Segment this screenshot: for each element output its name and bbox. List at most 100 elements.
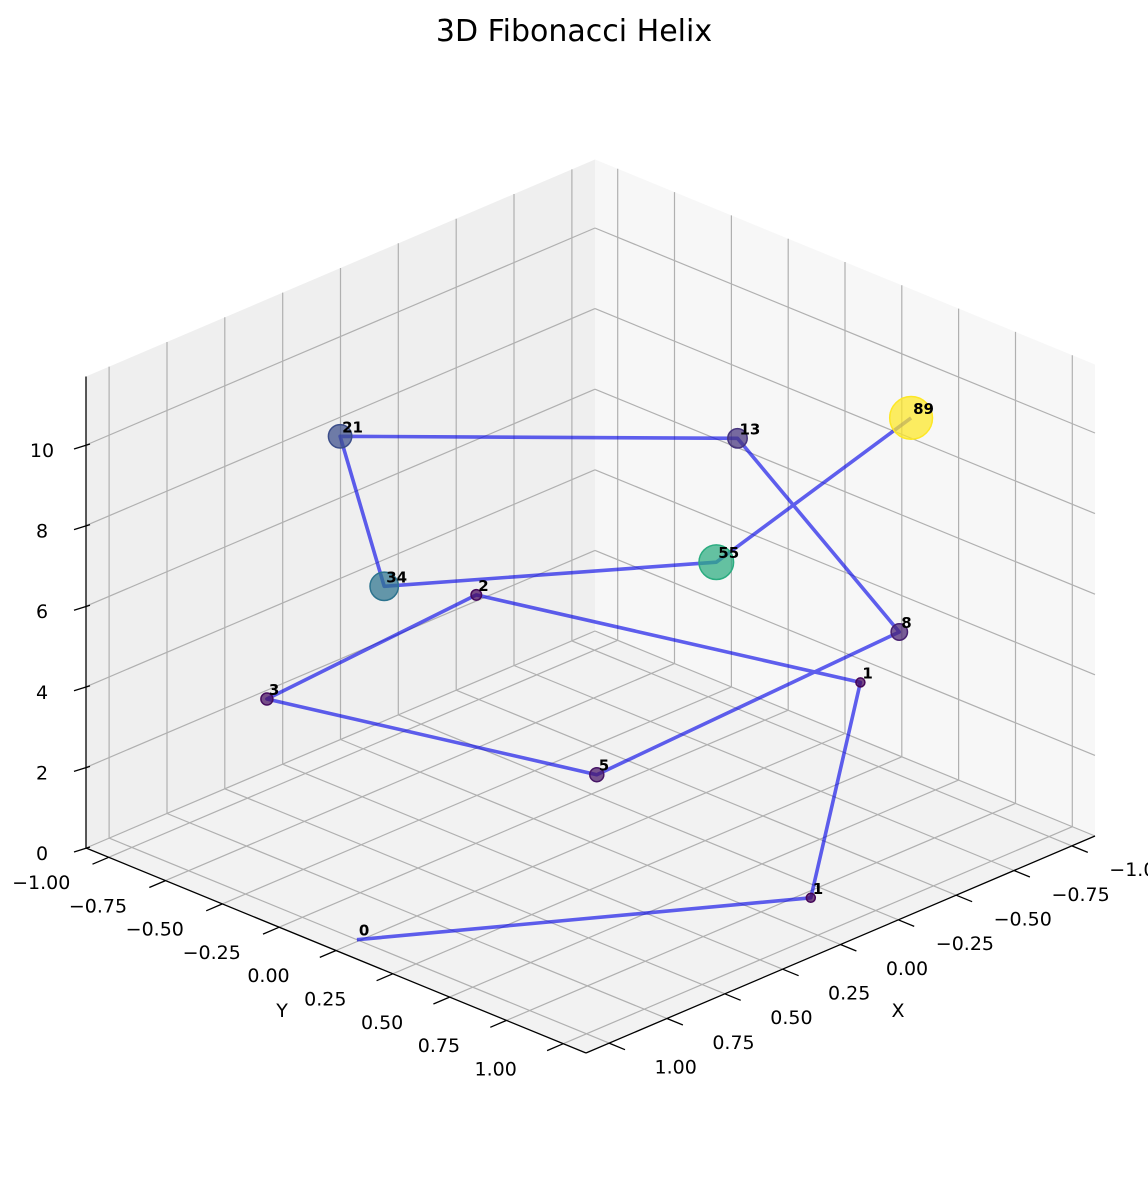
data-point <box>805 892 817 904</box>
z-tick-label: 2 <box>36 762 48 784</box>
z-tick <box>73 443 91 450</box>
data-label: 89 <box>913 400 934 418</box>
gridline-y-floor <box>335 732 846 952</box>
y-tick-label: 0.00 <box>247 965 289 987</box>
data-point <box>890 623 909 641</box>
y-tick <box>149 880 166 889</box>
y-axis-label: Y <box>275 1000 288 1022</box>
data-point <box>260 692 274 706</box>
gridline-x-floor <box>166 812 668 1020</box>
gridline-z-wall-y <box>85 549 596 768</box>
z-tick-label: 8 <box>36 521 48 543</box>
x-tick <box>782 968 799 977</box>
gridline-x-floor <box>282 763 783 970</box>
data-label: 0 <box>359 922 369 940</box>
x-tick-label: 0.25 <box>828 983 870 1005</box>
chart-title: 3D Fibonacci Helix <box>436 14 712 49</box>
data-label: 13 <box>740 420 761 438</box>
gridline-z-wall-y <box>85 469 596 688</box>
data-label: 3 <box>269 681 279 699</box>
z-tick <box>73 765 91 773</box>
y-tick-label: −0.50 <box>126 919 184 941</box>
y-tick <box>376 973 394 982</box>
data-label: 8 <box>901 614 911 632</box>
y-tick-label: −0.25 <box>183 942 241 964</box>
axes: −1.00−0.75−0.50−0.250.000.250.500.751.00… <box>12 376 1148 1080</box>
z-tick-label: 10 <box>30 440 54 462</box>
data-point <box>855 677 866 688</box>
x-tick <box>1013 869 1031 878</box>
x-tick-label: −0.25 <box>936 933 994 955</box>
z-tick-label: 4 <box>36 682 48 704</box>
data-point <box>698 544 735 581</box>
gridline-x-floor <box>224 788 726 995</box>
gridline-y-floor <box>506 802 1016 1021</box>
series-fibonacci-helix <box>260 395 934 942</box>
x-tick <box>840 943 857 952</box>
x-tick-label: −0.75 <box>1051 884 1109 906</box>
data-point <box>470 588 483 601</box>
y-tick <box>433 996 450 1005</box>
y-tick-label: 0.75 <box>418 1035 460 1057</box>
y-tick-label: 0.25 <box>304 989 346 1011</box>
gridline-y-floor <box>392 756 903 975</box>
data-point <box>888 395 934 441</box>
z-tick <box>73 846 91 853</box>
x-tick-label: −1.00 <box>1109 859 1148 881</box>
gridline-z-wall-y <box>85 630 596 849</box>
data-point <box>369 571 400 602</box>
gridline-z-wall-x <box>594 630 1096 837</box>
data-point <box>727 427 748 449</box>
y-tick-label: 1.00 <box>475 1058 517 1080</box>
gridline-z-wall-y <box>85 308 596 527</box>
point-labels: 0 1 1 2 3 5 8 13 21 34 55 89 <box>269 400 934 940</box>
y-tick-label: −0.75 <box>69 895 127 917</box>
z-tick <box>73 523 91 531</box>
gridline-z-wall-x <box>594 308 1096 515</box>
series-line <box>265 416 913 942</box>
x-tick <box>1071 845 1089 854</box>
y-tick <box>205 903 223 912</box>
gridline-y-floor <box>563 826 1073 1045</box>
gridline-z-wall-x <box>594 227 1096 434</box>
data-label: 1 <box>862 664 872 682</box>
y-tick-label: −1.00 <box>12 872 70 894</box>
y-tick <box>490 1019 507 1028</box>
x-tick <box>666 1017 684 1026</box>
z-tick <box>73 604 91 611</box>
x-tick-label: 0.75 <box>712 1032 754 1054</box>
data-label: 2 <box>478 577 488 595</box>
x-tick <box>898 919 915 928</box>
gridlines <box>85 168 1096 1045</box>
data-point <box>589 766 605 783</box>
gridline-z-wall-y <box>85 388 596 607</box>
data-label: 1 <box>813 880 823 898</box>
z-tick-label: 0 <box>36 843 48 865</box>
y-tick-label: 0.50 <box>361 1012 403 1034</box>
z-tick <box>73 685 91 692</box>
gridline-y-floor <box>449 779 959 998</box>
y-tick <box>546 1043 564 1052</box>
y-tick <box>92 856 109 865</box>
data-point <box>327 423 353 449</box>
data-label: 21 <box>342 418 363 436</box>
data-label: 34 <box>386 568 407 586</box>
gridline-z-wall-x <box>594 388 1096 595</box>
x-tick <box>724 993 741 1001</box>
gridline-z-wall-y <box>85 227 596 446</box>
y-tick <box>319 949 337 958</box>
gridline-z-wall-x <box>594 469 1096 676</box>
x-tick-label: −0.50 <box>994 909 1052 931</box>
y-tick <box>262 926 280 935</box>
x-axis-label: X <box>891 1000 904 1022</box>
gridline-z-wall-x <box>594 549 1096 756</box>
x-tick-label: 1.00 <box>655 1057 697 1079</box>
x-tick <box>955 894 973 903</box>
data-label: 55 <box>718 544 739 562</box>
x-tick-label: 0.00 <box>886 958 928 980</box>
x-tick <box>608 1042 626 1051</box>
data-label: 5 <box>599 757 609 775</box>
x-tick-label: 0.50 <box>770 1007 812 1029</box>
z-tick-label: 6 <box>36 601 48 623</box>
